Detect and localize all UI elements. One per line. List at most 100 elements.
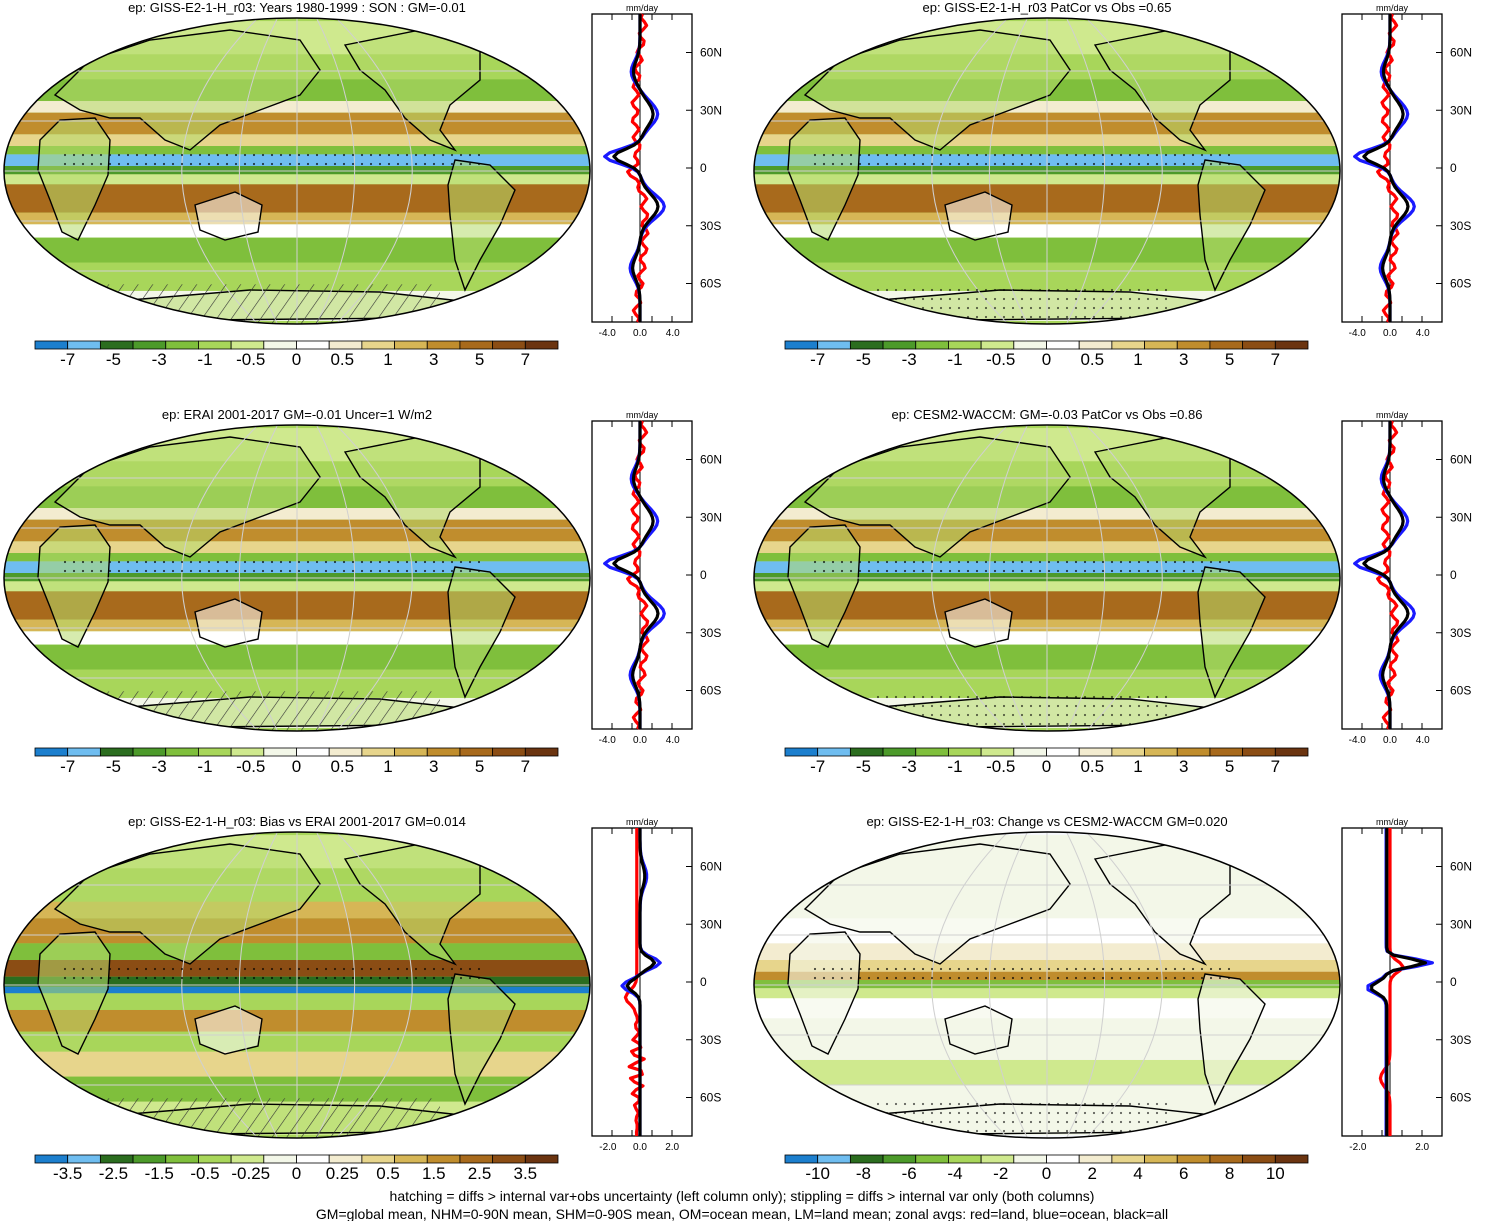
colorbar-label: 3 — [1179, 757, 1188, 776]
coastline — [944, 598, 1013, 648]
colorbar-label: 0 — [1042, 757, 1051, 776]
colorbar-label: -6 — [902, 1164, 917, 1183]
hatching — [100, 691, 440, 731]
colorbar-label: 0.5 — [1080, 350, 1104, 369]
zonal-all-line — [1362, 14, 1410, 322]
colorbar-label: -1 — [947, 757, 962, 776]
lat-tick-label: 60N — [1450, 860, 1472, 874]
zonal-mean-plot: mm/day 60N 30N 0 30S 60S -2.0 0.0 2.0 — [591, 817, 722, 1153]
colorbar-label: -5 — [856, 757, 871, 776]
lat-tick-label: 60S — [700, 684, 721, 698]
colorbar-swatch — [99, 340, 134, 350]
lat-tick-label: 0 — [700, 568, 707, 582]
colorbar-swatch — [817, 747, 851, 757]
colorbar-label: 0 — [1042, 1164, 1051, 1183]
coastline — [194, 598, 263, 648]
panel-title: ep: GISS-E2-1-H_r03: Change vs CESM2-WAC… — [866, 814, 1227, 829]
lat-tick-label: 60N — [1450, 453, 1472, 467]
zonal-xtick-label: -2.0 — [1349, 1142, 1367, 1153]
stippling — [810, 554, 1230, 575]
lat-tick-label: 0 — [1450, 568, 1457, 582]
zonal-mean-plot: mm/day 60N 30N 0 30S 60S -4.0 0.0 4.0 — [1341, 3, 1472, 339]
colorbar-label: 3 — [429, 350, 438, 369]
colorbar-label: 0 — [292, 350, 301, 369]
colorbar-swatch — [198, 340, 232, 350]
lat-tick-label: 30S — [700, 1033, 721, 1047]
colorbar-swatch — [524, 340, 559, 350]
colorbar-swatch — [980, 1154, 1015, 1164]
colorbar-label: -0.5 — [190, 1164, 219, 1183]
panel-title: ep: GISS-E2-1-H_r03 PatCor vs Obs =0.65 — [923, 0, 1172, 15]
colorbar-label: 5 — [475, 757, 484, 776]
colorbar-swatch — [328, 747, 363, 757]
colorbar-swatch — [132, 1154, 167, 1164]
colorbar-label: 8 — [1225, 1164, 1234, 1183]
graticule-lon — [181, 832, 259, 1138]
colorbar-label: -2.5 — [99, 1164, 128, 1183]
colorbar-swatch — [328, 1154, 363, 1164]
zonal-mean-plot: mm/day 60N 30N 0 30S 60S -2.0 2.0 — [1341, 817, 1472, 1153]
zonal-xtick-label: 2.0 — [1415, 1142, 1429, 1153]
colorbar-swatch — [165, 340, 199, 350]
coastline — [944, 191, 1013, 241]
colorbar-label: 1 — [1133, 757, 1142, 776]
lat-tick-label: 30S — [1450, 626, 1471, 640]
colorbar-swatch — [459, 747, 494, 757]
colorbar-swatch — [99, 747, 134, 757]
zonal-mean-plot: mm/day 60N 30N 0 30S 60S -4.0 0.0 4.0 — [591, 3, 722, 339]
colorbar-label: 2.5 — [468, 1164, 492, 1183]
graticule-lon — [335, 832, 413, 1138]
zonal-xtick-label: 0.0 — [633, 735, 647, 746]
lat-tick-label: 30S — [700, 626, 721, 640]
colorbar-swatch — [1176, 340, 1211, 350]
colorbar-swatch — [165, 747, 199, 757]
colorbar-swatch — [1078, 340, 1113, 350]
colorbar-label: 3 — [1179, 350, 1188, 369]
colorbar-swatch — [849, 747, 884, 757]
lat-tick-label: 60N — [700, 453, 722, 467]
colorbar-swatch — [67, 340, 101, 350]
colorbar-swatch — [34, 747, 69, 757]
lat-tick-label: 60S — [700, 277, 721, 291]
colorbar-label: 1 — [383, 350, 392, 369]
colorbar-swatch — [1144, 747, 1178, 757]
colorbar-swatch — [394, 1154, 428, 1164]
colorbar-swatch — [99, 1154, 134, 1164]
graticule-lon — [1066, 425, 1106, 731]
colorbar-label: 5 — [1225, 350, 1234, 369]
colorbar-swatch — [915, 747, 949, 757]
colorbar-swatch — [784, 1154, 819, 1164]
colorbar-label: 0 — [292, 1164, 301, 1183]
zonal-xtick-label: -4.0 — [599, 735, 617, 746]
colorbar-label: 0.5 — [330, 350, 354, 369]
colorbar-swatch — [1013, 747, 1047, 757]
colorbar-label: -1 — [197, 350, 212, 369]
colorbar-label: -0.25 — [231, 1164, 270, 1183]
colorbar-swatch — [296, 340, 330, 350]
colorbar-label: 0 — [292, 757, 301, 776]
colorbar-label: 7 — [521, 757, 530, 776]
colorbar: -7 -5 -3 -1 -0.5 0 0.5 1 3 5 7 — [34, 747, 559, 776]
colorbar-swatch — [426, 747, 461, 757]
precip-band — [754, 644, 1340, 670]
colorbar-swatch — [230, 340, 265, 350]
colorbar-swatch — [361, 1154, 395, 1164]
colorbar-swatch — [1046, 747, 1080, 757]
colorbar-label: -2 — [993, 1164, 1008, 1183]
colorbar-label: -3 — [902, 757, 917, 776]
panel-3: ep: ERAI 2001-2017 GM=-0.01 Uncer=1 W/m2… — [3, 407, 722, 776]
colorbar-swatch — [426, 340, 461, 350]
lat-tick-label: 0 — [700, 161, 707, 175]
map-border — [753, 424, 1341, 732]
colorbar-label: 2 — [1088, 1164, 1097, 1183]
colorbar-swatch — [492, 1154, 526, 1164]
panel-5: ep: GISS-E2-1-H_r03: Bias vs ERAI 2001-2… — [3, 814, 722, 1183]
map-border — [753, 831, 1341, 1139]
coastline — [1197, 566, 1266, 699]
zonal-unit: mm/day — [626, 410, 659, 420]
zonal-xtick-label: 4.0 — [1416, 328, 1430, 339]
lat-tick-label: 60N — [700, 860, 722, 874]
zonal-land-line — [1378, 828, 1405, 1136]
colorbar-swatch — [784, 747, 819, 757]
coastline — [53, 29, 321, 151]
